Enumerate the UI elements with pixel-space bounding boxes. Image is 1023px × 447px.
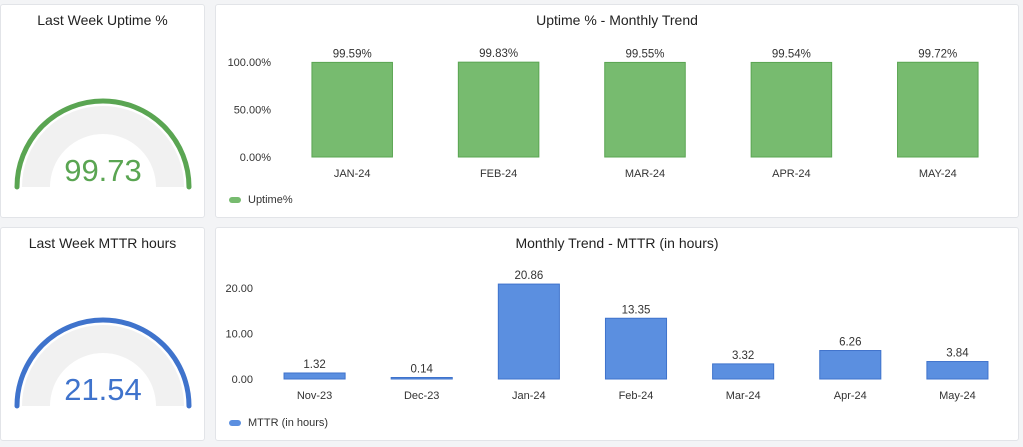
mttr-chart-title: Monthly Trend - MTTR (in hours) [515,235,719,251]
mttr-ytick: 20.00 [225,283,253,295]
mttr-category-label: Dec-23 [404,390,439,402]
uptime-category-label: FEB-24 [480,168,517,180]
mttr-legend[interactable]: MTTR (in hours) [229,417,328,429]
mttr-bar[interactable] [604,317,668,380]
mttr-data-label: 13.35 [622,304,651,316]
uptime-legend-label: Uptime% [248,194,293,206]
mttr-bar[interactable] [712,363,775,380]
mttr-chart-panel: Monthly Trend - MTTR (in hours) 0.00 10.0… [215,227,1019,441]
mttr-data-label: 3.84 [946,348,969,360]
mttr-data-label: 20.86 [514,270,543,282]
mttr-gauge-panel: Last Week MTTR hours 21.54 [0,227,205,441]
mttr-category-label: Feb-24 [619,390,654,402]
uptime-gauge-value: 99.73 [64,153,142,188]
uptime-chart-title: Uptime % - Monthly Trend [536,12,698,28]
uptime-category-label: MAY-24 [919,168,957,180]
uptime-legend-swatch [229,197,241,203]
uptime-bar-chart: 0.00% 50.00% 100.00% 99.59% JAN-24 99.83% FEB-… [228,48,979,180]
mttr-category-label: May-24 [939,390,976,402]
uptime-gauge-svg: 99.73 [14,98,192,190]
uptime-bar[interactable] [457,61,540,158]
mttr-ytick: 0.00 [232,374,253,386]
uptime-category-label: JAN-24 [334,168,371,180]
uptime-data-label: 99.83% [479,48,518,60]
mttr-bar-chart: 0.00 10.00 20.00 1.32 Nov-23 0.14 Dec-23 20.86 J… [225,270,989,402]
uptime-gauge-title: Last Week Uptime % [37,12,168,28]
uptime-bar[interactable] [604,61,686,158]
mttr-category-label: Apr-24 [834,390,867,402]
mttr-bar[interactable] [926,361,989,380]
uptime-chart-panel: Uptime % - Monthly Trend 0.00% 50.00% 100.… [215,4,1019,218]
mttr-bar[interactable] [390,377,453,380]
mttr-data-label: 3.32 [732,350,754,362]
uptime-gauge-track [22,106,184,188]
uptime-ytick: 50.00% [234,105,272,117]
uptime-bar[interactable] [897,61,979,158]
mttr-category-label: Nov-23 [297,390,332,402]
uptime-gauge-arc [14,98,192,190]
uptime-gauge-panel: Last Week Uptime % 99.73 [0,4,205,218]
mttr-category-label: Jan-24 [512,390,546,402]
mttr-gauge-svg: 21.54 [14,317,192,409]
mttr-ytick: 10.00 [225,329,253,341]
mttr-bar[interactable] [819,350,882,380]
mttr-gauge-value: 21.54 [64,372,142,407]
mttr-legend-label: MTTR (in hours) [248,417,329,429]
mttr-gauge-title: Last Week MTTR hours [28,235,177,251]
uptime-data-label: 99.59% [333,48,372,60]
mttr-bar[interactable] [497,283,560,380]
uptime-data-label: 99.54% [772,48,811,60]
mttr-gauge-track [22,325,184,407]
mttr-gauge-arc [14,317,192,409]
mttr-category-label: Mar-24 [726,390,761,402]
uptime-data-label: 99.72% [918,48,957,60]
uptime-category-label: MAR-24 [625,168,665,180]
mttr-legend-swatch [229,420,241,426]
uptime-data-label: 99.55% [625,48,664,60]
uptime-category-label: APR-24 [772,168,811,180]
uptime-bar[interactable] [311,61,393,158]
mttr-data-label: 6.26 [839,337,861,349]
mttr-data-label: 0.14 [411,364,434,376]
mttr-data-label: 1.32 [303,359,325,371]
uptime-ytick: 0.00% [240,152,271,164]
uptime-legend[interactable]: Uptime% [229,194,293,206]
uptime-ytick: 100.00% [228,57,272,69]
mttr-bar[interactable] [283,372,346,380]
uptime-bar[interactable] [750,61,833,158]
